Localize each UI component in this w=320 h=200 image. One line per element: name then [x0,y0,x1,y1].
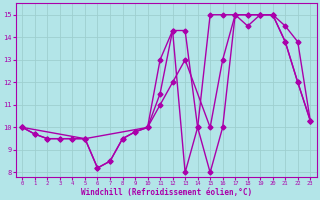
X-axis label: Windchill (Refroidissement éolien,°C): Windchill (Refroidissement éolien,°C) [81,188,252,197]
